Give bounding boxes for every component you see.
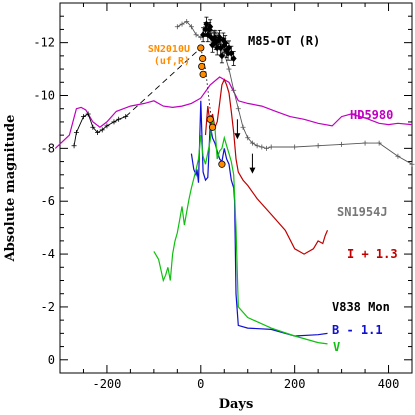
m85-point bbox=[230, 55, 237, 62]
series-line-3 bbox=[204, 78, 329, 255]
x-tick-label: 0 bbox=[197, 377, 204, 391]
y-tick-label: -12 bbox=[33, 36, 55, 50]
upper-limit-arrowhead bbox=[249, 167, 256, 174]
series-point bbox=[99, 127, 105, 133]
series-point bbox=[184, 19, 190, 24]
label-b-band: B - 1.1 bbox=[332, 323, 383, 337]
series-point bbox=[235, 106, 241, 112]
series-point bbox=[73, 130, 79, 135]
series-point bbox=[179, 21, 185, 27]
series-point bbox=[264, 145, 270, 151]
y-axis-label: Absolute magnitude bbox=[3, 115, 18, 263]
y-tick-label: -2 bbox=[41, 300, 55, 314]
series-line-2 bbox=[177, 20, 413, 165]
series-layer bbox=[54, 19, 415, 345]
sn2010u-point bbox=[218, 160, 226, 168]
series-point bbox=[85, 111, 91, 117]
x-tick-label: -200 bbox=[92, 377, 121, 391]
x-axis-label: Days bbox=[219, 397, 254, 412]
series-point bbox=[254, 143, 260, 149]
label-v838: V838 Mon bbox=[332, 300, 390, 314]
series-point bbox=[409, 161, 415, 167]
series-point bbox=[376, 140, 382, 146]
label-i-band: I + 1.3 bbox=[347, 247, 398, 261]
y-tick-label: -4 bbox=[41, 247, 55, 261]
series-point bbox=[249, 140, 255, 146]
series-point bbox=[104, 123, 110, 129]
m85-point bbox=[216, 33, 223, 41]
series-point bbox=[95, 130, 101, 135]
label-m85: M85-OT (R) bbox=[248, 34, 320, 48]
series-point bbox=[174, 24, 180, 30]
series-point bbox=[188, 24, 194, 30]
sn2010u-point bbox=[199, 70, 207, 78]
sn2010u-point bbox=[199, 54, 207, 63]
series-point bbox=[90, 124, 96, 130]
y-tick-label: -10 bbox=[33, 89, 55, 103]
series-point bbox=[259, 144, 265, 150]
series-point bbox=[111, 119, 117, 125]
m85-point bbox=[207, 23, 214, 31]
y-tick-label: -8 bbox=[41, 141, 55, 155]
sn2010u-point bbox=[197, 44, 205, 52]
series-line-0 bbox=[54, 76, 413, 149]
label-hd5980: HD5980 bbox=[350, 108, 393, 122]
label-sn2010u: SN2010U bbox=[148, 44, 190, 55]
series-line-6 bbox=[125, 47, 202, 117]
upper-limit-arrowhead bbox=[234, 133, 241, 140]
series-point bbox=[362, 140, 368, 146]
points-layer bbox=[197, 16, 256, 174]
y-tick-label: -6 bbox=[41, 194, 55, 208]
axis-ticks bbox=[59, 3, 412, 373]
series-point bbox=[193, 32, 199, 38]
series-point bbox=[292, 144, 298, 150]
series-line-5 bbox=[153, 119, 328, 345]
m85-point bbox=[218, 52, 225, 60]
sn2010u-point bbox=[206, 115, 214, 123]
series-point bbox=[240, 124, 246, 130]
series-point bbox=[245, 135, 251, 141]
series-point bbox=[71, 143, 77, 149]
sn2010u-point bbox=[198, 62, 206, 71]
x-tick-label: 200 bbox=[284, 377, 306, 391]
label-sn2010u-sub: (uf,R) bbox=[154, 56, 190, 67]
label-sn1954j: SN1954J bbox=[337, 205, 388, 219]
series-point bbox=[123, 114, 129, 120]
series-point bbox=[339, 141, 345, 147]
y-tick-label: 0 bbox=[48, 353, 55, 367]
series-line-4 bbox=[190, 100, 328, 337]
series-point bbox=[80, 114, 86, 120]
series-point bbox=[268, 144, 274, 150]
series-point bbox=[226, 66, 232, 72]
x-tick-label: 400 bbox=[378, 377, 400, 391]
series-point bbox=[395, 153, 401, 159]
series-point bbox=[231, 87, 237, 93]
tick-labels: -200 0 200 400 0 -2 -4 -6 -8 -10 -12 bbox=[33, 36, 399, 391]
series-point bbox=[315, 143, 321, 149]
sn2010u-point bbox=[208, 123, 217, 131]
series-point bbox=[116, 116, 122, 122]
label-v-band: V bbox=[333, 340, 340, 354]
